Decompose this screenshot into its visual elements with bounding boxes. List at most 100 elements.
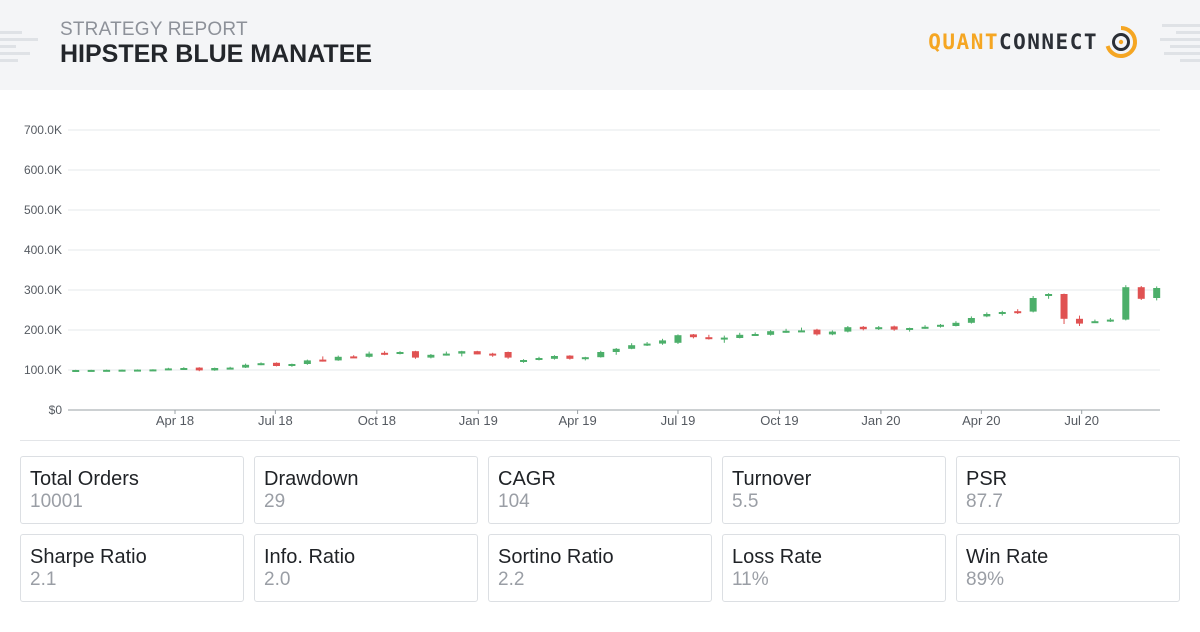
stat-card-turnover: Turnover 5.5 bbox=[722, 456, 946, 524]
candle-body bbox=[303, 360, 311, 364]
candle-body bbox=[674, 335, 682, 343]
stat-label: CAGR bbox=[498, 468, 556, 490]
candle-body bbox=[597, 352, 605, 358]
candle-body bbox=[1029, 298, 1037, 312]
quantconnect-logo-icon bbox=[1105, 26, 1138, 58]
candle-body bbox=[813, 329, 821, 335]
candle-down bbox=[859, 326, 867, 331]
stat-value: 89% bbox=[966, 569, 1005, 590]
candle-body bbox=[288, 364, 296, 366]
candle-body bbox=[921, 326, 929, 329]
candle-up bbox=[1045, 293, 1053, 299]
section-divider bbox=[20, 440, 1180, 441]
stat-card-total-orders: Total Orders 10001 bbox=[20, 456, 244, 524]
candle-down bbox=[381, 351, 389, 356]
candle-body bbox=[535, 358, 543, 360]
stat-value: 2.1 bbox=[30, 569, 57, 590]
decor-lines-left-2 bbox=[0, 38, 38, 41]
candle-body bbox=[504, 352, 512, 358]
candle-up bbox=[242, 363, 250, 368]
logo-text-connect: CONNECT bbox=[998, 30, 1098, 54]
candle-body bbox=[520, 360, 528, 362]
x-tick-label: Apr 18 bbox=[156, 413, 194, 428]
candle-body bbox=[211, 368, 219, 371]
stat-label: Drawdown bbox=[264, 468, 359, 490]
candle-body bbox=[72, 370, 80, 372]
candle-body bbox=[103, 369, 111, 372]
y-tick-label: 600.0K bbox=[24, 163, 62, 177]
candle-body bbox=[967, 318, 975, 323]
candle-up bbox=[520, 359, 528, 363]
candle-body bbox=[1091, 321, 1099, 324]
y-tick-label: 300.0K bbox=[24, 283, 62, 297]
candle-body bbox=[427, 354, 435, 358]
stat-card-info-ratio: Info. Ratio 2.0 bbox=[254, 534, 478, 602]
candle-up bbox=[396, 351, 404, 355]
candle-body bbox=[844, 327, 852, 332]
candle-body bbox=[1122, 287, 1130, 320]
candle-body bbox=[628, 345, 636, 349]
stat-card-drawdown: Drawdown 29 bbox=[254, 456, 478, 524]
decor-lines-right-6 bbox=[1180, 59, 1200, 62]
candle-down bbox=[705, 334, 713, 340]
stat-value: 10001 bbox=[30, 491, 83, 512]
stat-card-loss-rate: Loss Rate 11% bbox=[722, 534, 946, 602]
candle-body bbox=[566, 355, 574, 359]
candle-up bbox=[180, 367, 188, 370]
candle-body bbox=[643, 343, 651, 346]
candle-body bbox=[859, 326, 867, 330]
x-tick-label: Jul 18 bbox=[258, 413, 293, 428]
candle-up bbox=[149, 369, 157, 372]
candle-up bbox=[581, 356, 589, 361]
quantconnect-logo[interactable]: QUANT CONNECT bbox=[928, 24, 1138, 60]
logo-text-quant: QUANT bbox=[928, 30, 999, 54]
candle-body bbox=[334, 356, 342, 361]
candle-body bbox=[87, 369, 95, 372]
candle-body bbox=[998, 312, 1006, 314]
candle-down bbox=[319, 356, 327, 362]
candle-body bbox=[659, 340, 667, 344]
y-tick-label: 100.0K bbox=[24, 363, 62, 377]
candle-down bbox=[890, 325, 898, 331]
candle-up bbox=[767, 330, 775, 336]
candle-body bbox=[983, 314, 991, 317]
candle-body bbox=[612, 348, 620, 352]
candle-body bbox=[319, 359, 327, 362]
candle-up bbox=[133, 369, 141, 372]
candle-up bbox=[983, 312, 991, 318]
report-subtitle: STRATEGY REPORT bbox=[60, 19, 248, 40]
candle-body bbox=[226, 367, 234, 370]
candle-body bbox=[365, 353, 373, 357]
y-tick-label: 500.0K bbox=[24, 203, 62, 217]
candle-down bbox=[813, 328, 821, 336]
candle-down bbox=[1075, 315, 1083, 326]
strategy-title: HIPSTER BLUE MANATEE bbox=[60, 40, 373, 68]
candle-down bbox=[489, 352, 497, 357]
candle-up bbox=[736, 332, 744, 339]
candle-down bbox=[272, 362, 280, 367]
grid-lines bbox=[68, 129, 1160, 411]
candle-up bbox=[334, 355, 342, 361]
candle-up bbox=[936, 324, 944, 328]
candle-down bbox=[195, 367, 203, 372]
x-tick-label: Jan 20 bbox=[861, 413, 900, 428]
candle-up bbox=[674, 334, 682, 344]
candle-down bbox=[689, 334, 697, 339]
candle-up bbox=[952, 321, 960, 327]
candle-up bbox=[597, 350, 605, 358]
stat-value: 29 bbox=[264, 491, 286, 512]
candle-body bbox=[1014, 311, 1022, 314]
candle-up bbox=[643, 342, 651, 346]
stat-card-win-rate: Win Rate 89% bbox=[956, 534, 1180, 602]
candle-up bbox=[720, 335, 728, 343]
candle-body bbox=[1137, 287, 1145, 299]
candle-body bbox=[489, 353, 497, 356]
candle-body bbox=[1075, 318, 1083, 324]
stat-value: 87.7 bbox=[966, 491, 1003, 512]
candle-up bbox=[1122, 285, 1130, 321]
candle-down bbox=[411, 350, 419, 359]
candle-body bbox=[906, 328, 914, 330]
candle-up bbox=[921, 325, 929, 329]
candle-down bbox=[1137, 286, 1145, 300]
decor-lines-right-3 bbox=[1160, 38, 1200, 41]
